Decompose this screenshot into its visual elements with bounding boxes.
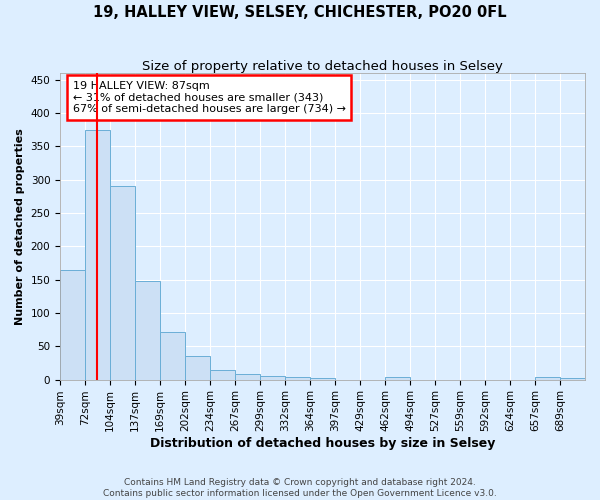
Bar [235, 374, 260, 380]
Bar [385, 377, 410, 380]
Bar [135, 281, 160, 380]
X-axis label: Distribution of detached houses by size in Selsey: Distribution of detached houses by size … [150, 437, 495, 450]
Text: 19, HALLEY VIEW, SELSEY, CHICHESTER, PO20 0FL: 19, HALLEY VIEW, SELSEY, CHICHESTER, PO2… [93, 5, 507, 20]
Bar [310, 378, 335, 380]
Bar [85, 130, 110, 380]
Bar [160, 332, 185, 380]
Bar [60, 270, 85, 380]
Text: 19 HALLEY VIEW: 87sqm
← 31% of detached houses are smaller (343)
67% of semi-det: 19 HALLEY VIEW: 87sqm ← 31% of detached … [73, 81, 346, 114]
Text: Contains HM Land Registry data © Crown copyright and database right 2024.
Contai: Contains HM Land Registry data © Crown c… [103, 478, 497, 498]
Bar [185, 356, 210, 380]
Bar [260, 376, 285, 380]
Bar [210, 370, 235, 380]
Title: Size of property relative to detached houses in Selsey: Size of property relative to detached ho… [142, 60, 503, 73]
Bar [535, 377, 560, 380]
Bar [560, 378, 585, 380]
Bar [285, 377, 310, 380]
Y-axis label: Number of detached properties: Number of detached properties [15, 128, 25, 324]
Bar [110, 186, 135, 380]
